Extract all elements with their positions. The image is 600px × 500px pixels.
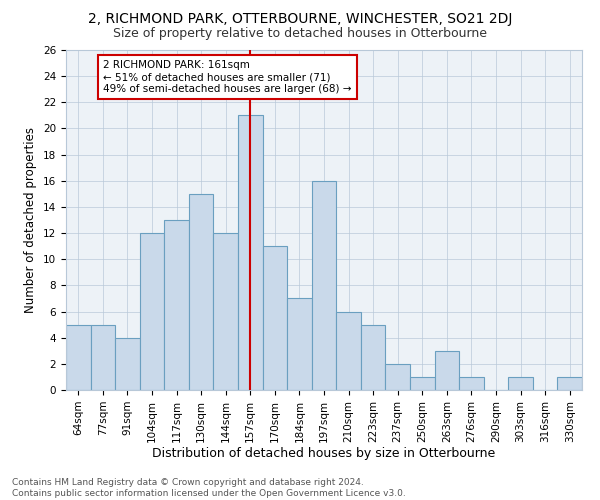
Bar <box>508 377 533 390</box>
Y-axis label: Number of detached properties: Number of detached properties <box>25 127 37 313</box>
Bar <box>238 116 263 390</box>
Bar <box>336 312 361 390</box>
Bar <box>214 233 238 390</box>
Bar <box>361 324 385 390</box>
X-axis label: Distribution of detached houses by size in Otterbourne: Distribution of detached houses by size … <box>152 448 496 460</box>
Bar <box>287 298 312 390</box>
Bar <box>385 364 410 390</box>
Text: 2 RICHMOND PARK: 161sqm
← 51% of detached houses are smaller (71)
49% of semi-de: 2 RICHMOND PARK: 161sqm ← 51% of detache… <box>103 60 352 94</box>
Bar <box>140 233 164 390</box>
Bar <box>459 377 484 390</box>
Text: Contains HM Land Registry data © Crown copyright and database right 2024.
Contai: Contains HM Land Registry data © Crown c… <box>12 478 406 498</box>
Text: Size of property relative to detached houses in Otterbourne: Size of property relative to detached ho… <box>113 28 487 40</box>
Bar <box>263 246 287 390</box>
Bar <box>164 220 189 390</box>
Bar <box>312 181 336 390</box>
Bar <box>91 324 115 390</box>
Bar <box>66 324 91 390</box>
Bar <box>189 194 214 390</box>
Bar <box>410 377 434 390</box>
Text: 2, RICHMOND PARK, OTTERBOURNE, WINCHESTER, SO21 2DJ: 2, RICHMOND PARK, OTTERBOURNE, WINCHESTE… <box>88 12 512 26</box>
Bar <box>557 377 582 390</box>
Bar <box>115 338 140 390</box>
Bar <box>434 351 459 390</box>
